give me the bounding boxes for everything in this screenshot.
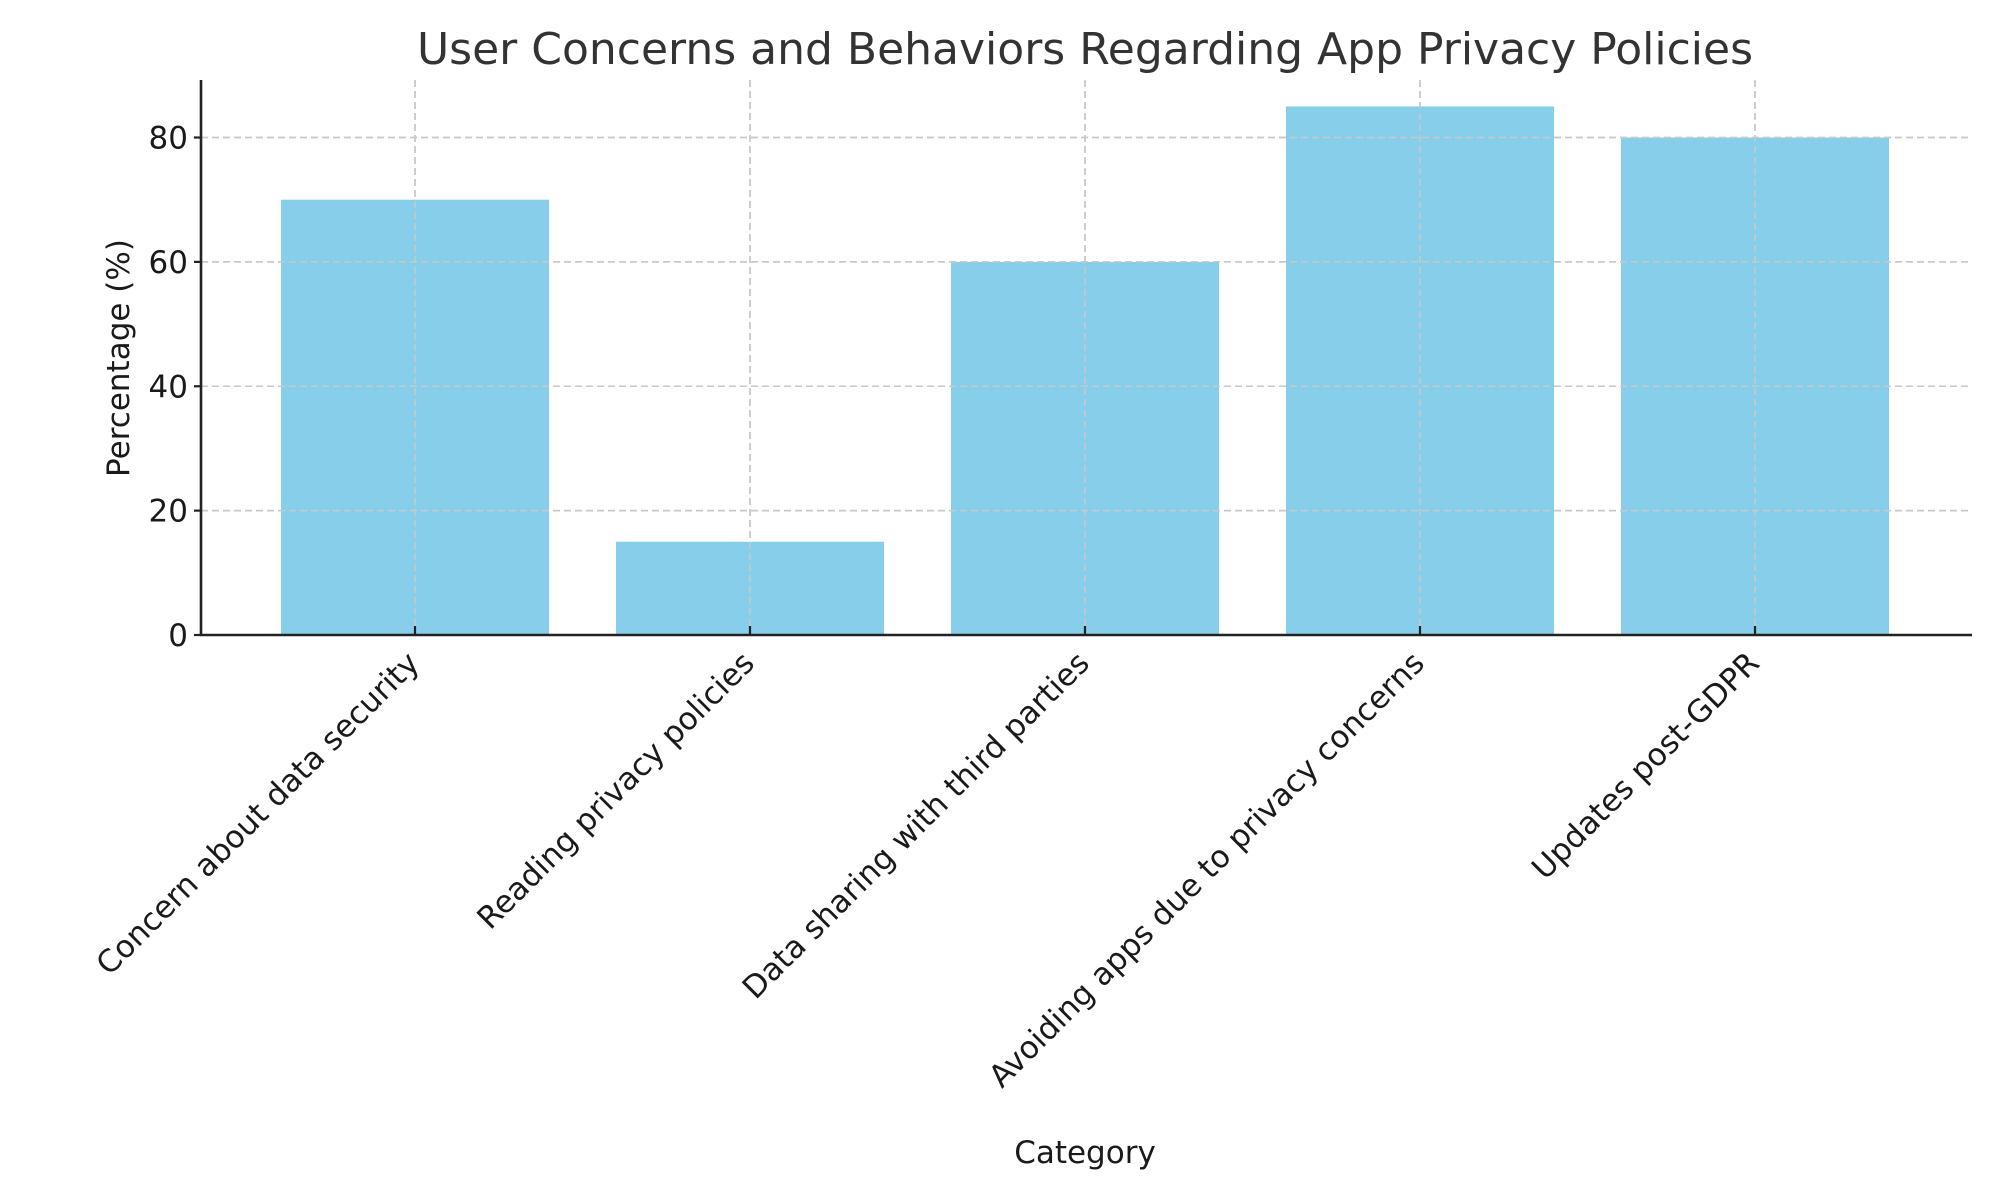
gridlines-overlay: [201, 80, 1972, 635]
y-tick-label: 60: [149, 245, 188, 281]
x-tick-label: Concern about data security: [89, 645, 426, 982]
y-axis-label: Percentage (%): [101, 239, 137, 477]
x-tick-label: Data sharing with third parties: [736, 645, 1097, 1006]
x-tick-label: Reading privacy policies: [470, 645, 761, 936]
x-axis-ticks: Concern about data security Reading priva…: [89, 626, 1767, 1095]
y-tick-label: 80: [149, 121, 188, 157]
chart-title: User Concerns and Behaviors Regarding Ap…: [417, 24, 1753, 75]
y-tick-label: 0: [168, 618, 188, 654]
x-axis-label: Category: [1014, 1135, 1156, 1171]
y-tick-label: 40: [149, 369, 188, 405]
x-tick-label: Updates post-GDPR: [1525, 645, 1767, 887]
y-tick-label: 20: [149, 494, 188, 530]
y-axis-ticks: 0 20 40 60 80: [149, 121, 201, 654]
